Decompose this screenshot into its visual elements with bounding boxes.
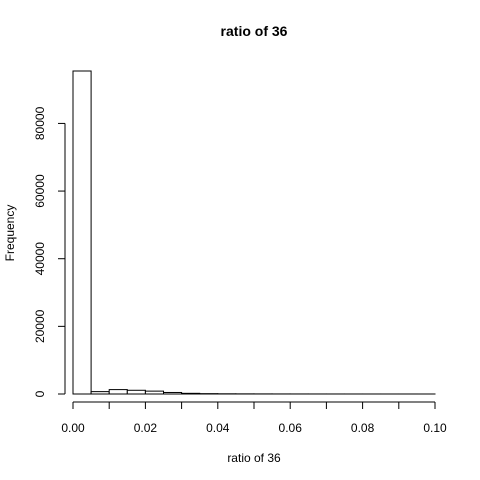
histogram-bar	[90, 391, 110, 395]
x-tick-label: 0.04	[206, 421, 230, 435]
x-tick-label: 0.10	[423, 421, 447, 435]
y-tick-label: 80000	[33, 106, 47, 140]
x-tick-label: 0.08	[351, 421, 375, 435]
y-tick-label: 60000	[33, 174, 47, 208]
histogram-bar	[163, 391, 183, 395]
histogram-bar	[72, 70, 92, 395]
x-tick-label: 0.00	[61, 421, 85, 435]
x-axis-label: ratio of 36	[227, 451, 281, 465]
histogram-bar	[126, 389, 146, 395]
x-tick-label: 0.06	[279, 421, 303, 435]
bars-group	[72, 70, 436, 395]
x-axis: 0.00 0.02 0.04 0.06 0.08 0.10	[61, 401, 447, 435]
x-tick-label: 0.02	[134, 421, 158, 435]
y-tick-label: 40000	[33, 242, 47, 276]
histogram-bar	[181, 392, 201, 395]
y-tick-label: 20000	[33, 309, 47, 343]
y-tick-label: 0	[33, 390, 47, 397]
histogram-bar	[144, 390, 164, 395]
y-axis-label: Frequency	[3, 205, 17, 262]
chart-title: ratio of 36	[221, 23, 288, 39]
histogram-bar	[108, 389, 128, 395]
y-axis: 0 20000 40000 60000 80000	[33, 106, 66, 397]
